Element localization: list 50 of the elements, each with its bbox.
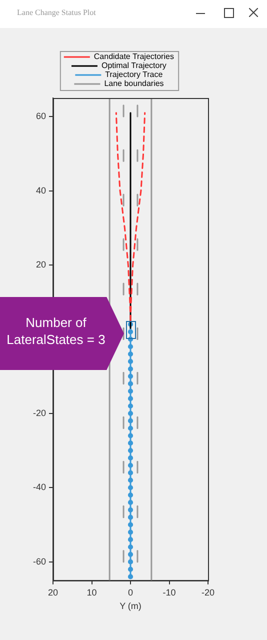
x-tick-label: -20 xyxy=(201,587,215,598)
point xyxy=(128,388,134,394)
point xyxy=(128,410,134,416)
point xyxy=(128,522,134,528)
point xyxy=(128,462,134,468)
point xyxy=(128,358,134,364)
point xyxy=(128,440,134,446)
point xyxy=(128,552,134,557)
point xyxy=(128,396,134,402)
point xyxy=(128,500,134,506)
point xyxy=(128,492,134,498)
point xyxy=(128,448,134,454)
legend-label: Trajectory Trace xyxy=(105,70,164,80)
point xyxy=(128,426,134,431)
point xyxy=(128,403,134,409)
y-tick-label: -40 xyxy=(32,482,46,492)
x-axis-title: Y (m) xyxy=(120,601,142,612)
y-tick-label: 20 xyxy=(36,259,46,270)
y-tick-label: -60 xyxy=(32,556,46,566)
chart-title: Lane Change Status Plot xyxy=(17,8,96,17)
point xyxy=(128,478,134,483)
y-tick-label: 40 xyxy=(36,185,46,196)
point xyxy=(128,470,134,476)
point xyxy=(128,455,134,460)
legend-label: Optimal Trajectory xyxy=(101,61,166,70)
point xyxy=(128,530,134,535)
legend-label: Lane boundaries xyxy=(104,79,164,88)
point xyxy=(128,544,134,550)
point xyxy=(128,514,134,520)
point xyxy=(128,566,134,572)
legend-label: Candidate Trajectories xyxy=(94,52,174,62)
y-tick-label: 60 xyxy=(36,111,46,122)
annotation: Number of LateralStates = 3 xyxy=(6,314,106,348)
y-tick-label: -20 xyxy=(32,408,46,418)
point xyxy=(128,351,134,357)
point xyxy=(128,374,134,379)
x-tick-label: 0 xyxy=(128,587,134,598)
point xyxy=(128,366,134,372)
point xyxy=(128,574,134,580)
point xyxy=(128,381,134,386)
point xyxy=(128,537,134,542)
x-tick-label: -10 xyxy=(162,587,176,598)
x-tick-label: 10 xyxy=(86,587,97,598)
point xyxy=(128,433,134,438)
point xyxy=(128,559,134,564)
point xyxy=(128,485,134,490)
point xyxy=(128,344,134,350)
point xyxy=(128,507,134,512)
point xyxy=(128,418,134,424)
x-tick-label: 20 xyxy=(48,587,58,598)
